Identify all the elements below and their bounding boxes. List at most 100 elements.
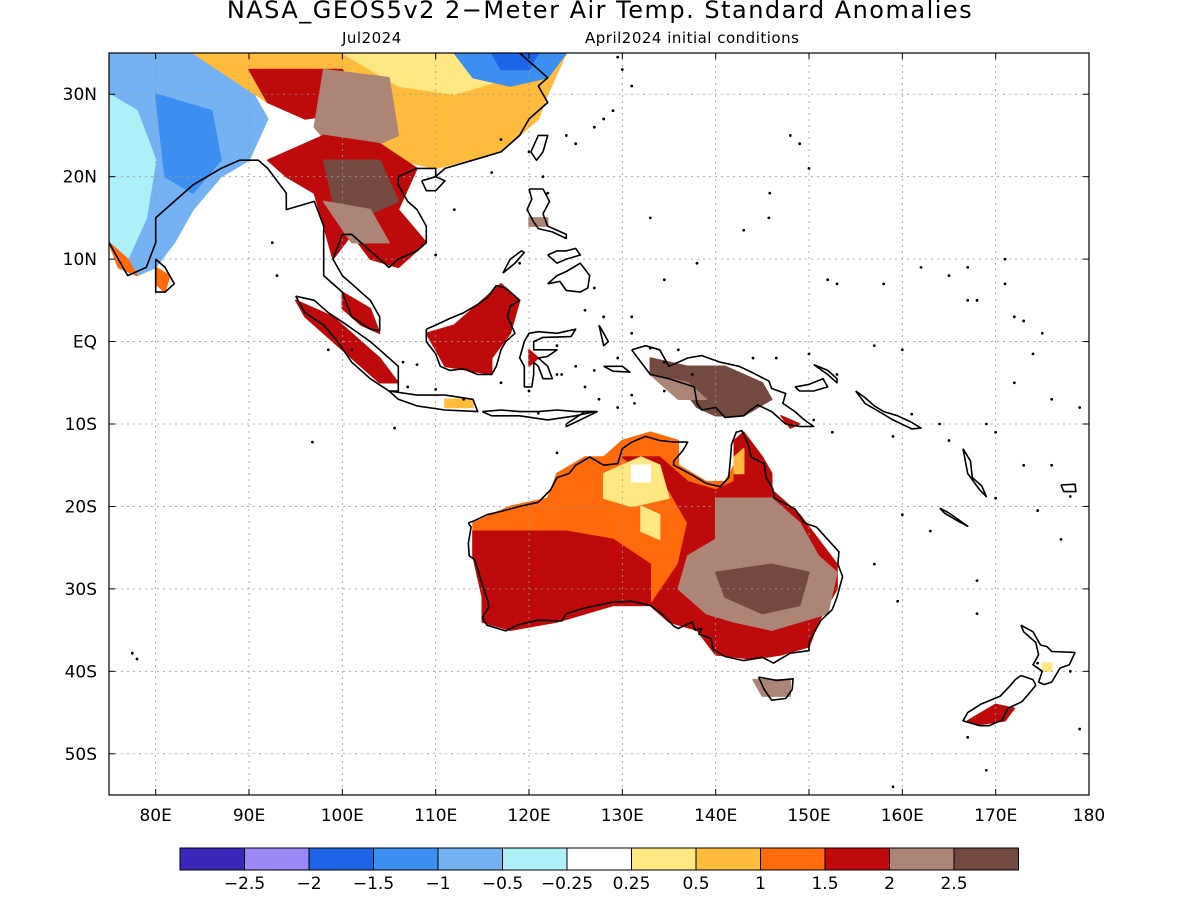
- island-dot: [350, 348, 354, 352]
- island-dot: [1012, 381, 1016, 385]
- coastline-hainan: [420, 175, 446, 192]
- island-dot: [560, 373, 564, 376]
- lon-label: 160E: [881, 806, 924, 826]
- island-dot: [1068, 495, 1072, 498]
- coastline-tasmania-coast: [757, 676, 794, 702]
- colorbar-label: −1: [425, 874, 450, 894]
- island-dot: [592, 286, 596, 290]
- lat-label: 20N: [63, 168, 97, 188]
- island-dot: [326, 348, 330, 352]
- island-dot: [835, 373, 839, 376]
- island-dot: [768, 191, 772, 195]
- island-dot: [1078, 406, 1082, 409]
- island-dot: [975, 298, 979, 302]
- lat-label: 50S: [65, 745, 97, 765]
- island-dot: [662, 360, 666, 364]
- island-dot: [611, 109, 615, 113]
- coastline-timor: [565, 410, 598, 428]
- island-dot: [616, 406, 620, 409]
- island-dot: [695, 261, 699, 265]
- island-dot: [975, 579, 979, 583]
- coastline-sulawesi-coast: [518, 328, 577, 388]
- island-dot: [835, 282, 839, 286]
- axis-ticks: [109, 53, 1090, 795]
- coastline-visayas: [547, 247, 582, 265]
- coastline-new-caledonia: [939, 507, 969, 528]
- island-dot: [462, 397, 466, 401]
- colorbar-label: 0.5: [682, 874, 709, 894]
- island-dot: [648, 346, 652, 350]
- lon-label: 180: [1073, 806, 1105, 826]
- lon-label: 90E: [233, 806, 265, 826]
- island-dot: [630, 84, 634, 88]
- island-dot: [975, 612, 979, 616]
- island-dot: [1036, 509, 1040, 512]
- anomaly-region-east-cold-core: [490, 53, 540, 71]
- coastline-seram: [603, 365, 631, 373]
- island-dot: [393, 426, 396, 430]
- colorbar-swatch: [824, 847, 890, 871]
- coastline-taiwan: [530, 134, 549, 161]
- coastline-new-guinea-coast: [631, 344, 815, 428]
- island-dot: [984, 422, 988, 426]
- island-dot: [798, 142, 802, 146]
- island-dot: [1022, 319, 1026, 323]
- island-dot: [966, 735, 970, 739]
- island-dot: [788, 134, 792, 137]
- anomaly-region-australia-sw-red: [472, 530, 652, 631]
- island-dot: [662, 389, 666, 393]
- island-dot: [1068, 669, 1072, 673]
- coastline-asia-coast: [109, 53, 549, 332]
- colorbar-label: 2.5: [940, 874, 967, 894]
- coastline-borneo-coast: [425, 284, 521, 376]
- lat-label: 10S: [65, 415, 97, 435]
- graticule: [109, 53, 1089, 795]
- island-dot: [592, 369, 596, 372]
- colorbar-swatch: [889, 847, 955, 871]
- colorbar-label: −1.5: [353, 874, 394, 894]
- colorbar-swatch: [373, 847, 439, 871]
- island-dot: [1078, 727, 1082, 731]
- island-dot: [891, 434, 895, 438]
- island-dot: [1050, 463, 1054, 467]
- coastline-fiji: [1060, 483, 1077, 493]
- coastline-luzon: [526, 188, 568, 240]
- island-dot: [947, 274, 951, 277]
- colorbar-swatch: [631, 847, 697, 871]
- island-dot: [597, 397, 601, 401]
- island-dot: [648, 216, 652, 220]
- island-dot: [984, 768, 988, 772]
- island-dot: [602, 315, 606, 319]
- island-dot: [630, 315, 634, 319]
- island-dot: [891, 785, 895, 789]
- coastline-java-coast: [388, 390, 479, 413]
- lon-label: 140E: [694, 806, 737, 826]
- island-dot: [630, 331, 634, 335]
- island-dot: [275, 274, 279, 277]
- island-dot: [583, 308, 587, 312]
- island-dot: [742, 228, 746, 232]
- colorbar-swatch: [566, 847, 632, 871]
- island-dot: [1012, 315, 1016, 319]
- island-dot: [938, 422, 942, 426]
- lon-label: 170E: [974, 806, 1017, 826]
- lon-label: 110E: [414, 806, 457, 826]
- colorbar-swatch: [179, 847, 245, 871]
- island-dot: [896, 599, 900, 603]
- colorbar-label: 1.5: [811, 874, 838, 894]
- lat-label: 30N: [63, 85, 97, 105]
- forecast-month: Jul2024: [342, 29, 402, 47]
- island-dot: [872, 562, 876, 566]
- island-dot: [555, 451, 559, 455]
- lat-label: 30S: [65, 580, 97, 600]
- island-dot: [602, 117, 606, 121]
- island-dot: [662, 278, 666, 282]
- lat-label: 10N: [63, 250, 97, 270]
- island-dot: [676, 348, 680, 352]
- island-dot: [546, 191, 550, 195]
- colorbar-boxes: [179, 847, 1019, 871]
- anomaly-region-borneo: [425, 283, 521, 376]
- island-dot: [616, 55, 620, 59]
- island-dot: [555, 373, 559, 376]
- colorbar-swatch: [953, 847, 1019, 871]
